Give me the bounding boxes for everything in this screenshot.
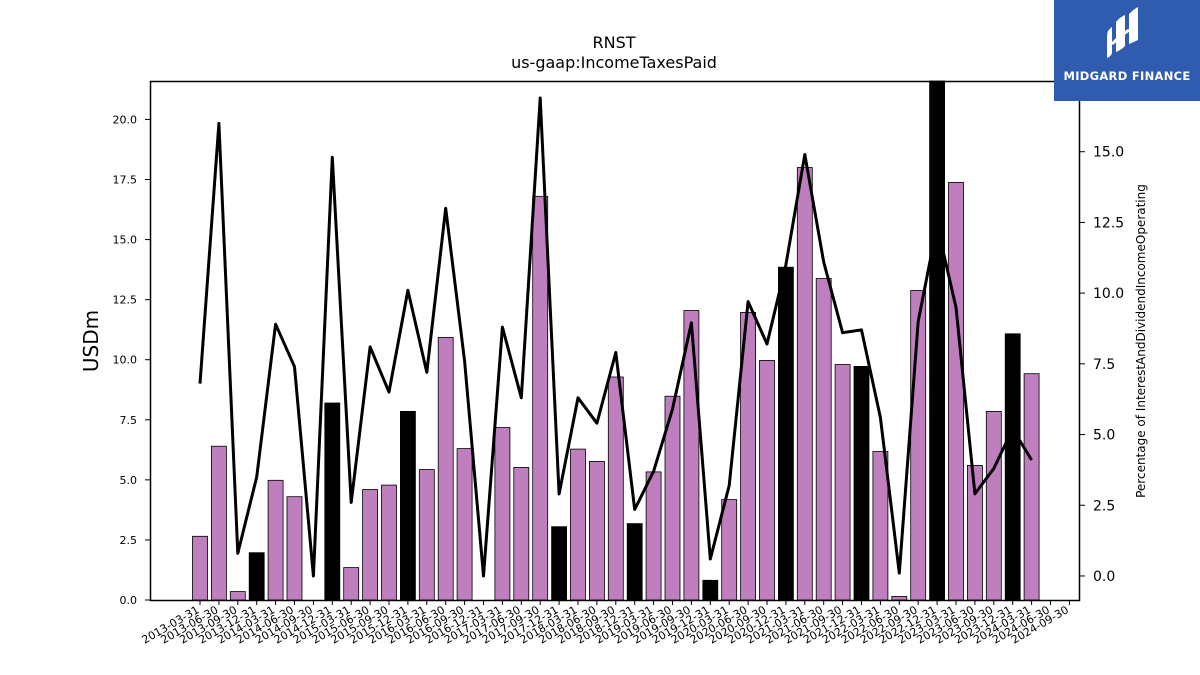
- y2-axis: 0.0 2.5 5.0 7.5 10.0 12.5 15.0: [1079, 145, 1124, 585]
- line-group: [198, 96, 1033, 578]
- bar: [362, 489, 379, 601]
- bar: [229, 591, 246, 601]
- bars-group: [192, 80, 1040, 601]
- bar: [570, 448, 586, 601]
- bar: [513, 466, 530, 601]
- plot-frame: [149, 80, 1081, 602]
- bar: [891, 596, 908, 601]
- midgard-finance-logo: MIDGARD FINANCE: [1054, 0, 1200, 101]
- bar: [759, 359, 775, 601]
- bar: [343, 567, 360, 601]
- bar: [1023, 373, 1040, 601]
- y2-tick-label: 2.5: [1093, 498, 1115, 514]
- y2-tick-label: 7.5: [1093, 357, 1115, 373]
- bar: [399, 410, 416, 601]
- y-tick-label: 7.5: [120, 414, 138, 427]
- bar: [418, 469, 435, 601]
- bar: [626, 523, 643, 601]
- chart-subtitle: us-gaap:IncomeTaxesPaid: [511, 53, 717, 72]
- y-axis: 0.0 2.5 5.0 7.5 10.0 12.5 15.0 17.5 20.0: [113, 113, 150, 607]
- bar: [381, 484, 397, 601]
- bar: [210, 445, 227, 601]
- bar: [815, 278, 832, 601]
- bar: [324, 402, 341, 601]
- bar: [796, 167, 813, 601]
- bar: [778, 266, 794, 601]
- y2-axis-label: Percentage of InterestAndDividendIncomeO…: [1134, 184, 1148, 498]
- bar: [589, 460, 605, 601]
- bar: [494, 427, 511, 601]
- logo-text: MIDGARD FINANCE: [1063, 69, 1191, 83]
- bar: [437, 336, 454, 601]
- bar: [248, 552, 265, 601]
- y2-tick-label: 12.5: [1093, 215, 1124, 231]
- y-tick-label: 5.0: [120, 474, 138, 487]
- bar: [267, 479, 284, 601]
- percentage-line: [198, 96, 1033, 578]
- bar: [985, 410, 1002, 601]
- y-tick-label: 20.0: [113, 113, 138, 126]
- bar: [853, 365, 870, 601]
- bar: [929, 80, 945, 601]
- bar: [532, 195, 549, 601]
- bar: [721, 499, 738, 601]
- y2-tick-label: 15.0: [1093, 145, 1124, 161]
- bar: [456, 448, 473, 601]
- x-axis: 2013-03-312013-06-302013-09-302013-12-31…: [140, 600, 1071, 647]
- bar: [872, 451, 889, 601]
- bar: [645, 471, 662, 601]
- y2-tick-label: 5.0: [1093, 428, 1115, 444]
- y2-tick-label: 0.0: [1093, 569, 1115, 585]
- bar: [1004, 333, 1021, 601]
- y-tick-label: 17.5: [113, 174, 138, 187]
- bar: [702, 579, 719, 601]
- y-tick-label: 15.0: [113, 234, 138, 247]
- bar: [551, 526, 567, 601]
- y-tick-label: 0.0: [120, 594, 138, 607]
- y-tick-label: 2.5: [120, 534, 138, 547]
- y-axis-label: USDm: [79, 310, 103, 372]
- midgard-logo-mark-icon: [1107, 7, 1138, 58]
- bar: [607, 376, 624, 601]
- bar: [286, 496, 303, 601]
- chart-title: RNST: [592, 33, 635, 52]
- bar: [192, 535, 208, 601]
- y2-tick-label: 10.0: [1093, 286, 1124, 302]
- bar: [948, 181, 964, 601]
- y-tick-label: 12.5: [113, 294, 138, 307]
- y-tick-label: 10.0: [113, 354, 138, 367]
- bar: [683, 310, 700, 601]
- bar: [834, 364, 851, 601]
